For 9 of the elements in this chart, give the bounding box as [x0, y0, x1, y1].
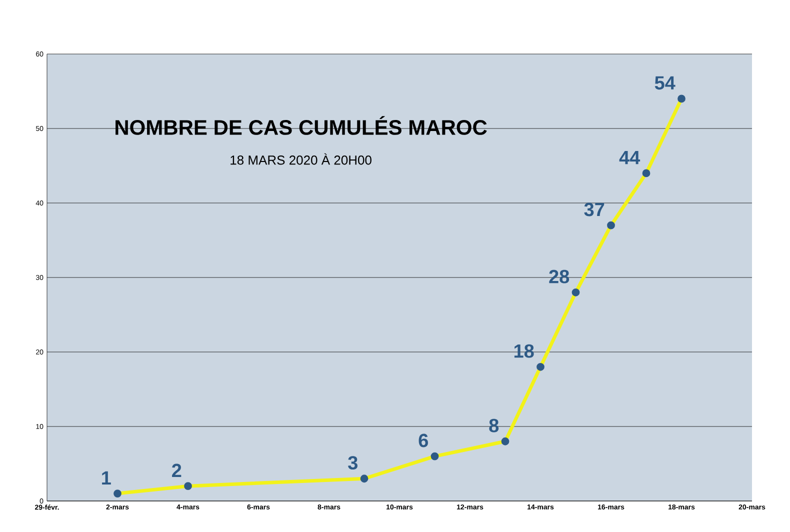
- data-label: 37: [584, 202, 604, 216]
- data-label: 3: [348, 456, 358, 470]
- data-label: 2: [172, 464, 182, 477]
- data-label: 6: [418, 434, 428, 448]
- text: NOMBRE DE CAS CUMULÉS MAROC: [116, 116, 487, 135]
- data-label: 54: [654, 76, 676, 90]
- text: 18 MARS 2020 À 20H00: [230, 153, 372, 165]
- data-label: 1: [102, 471, 111, 484]
- data-label: 44: [619, 151, 640, 164]
